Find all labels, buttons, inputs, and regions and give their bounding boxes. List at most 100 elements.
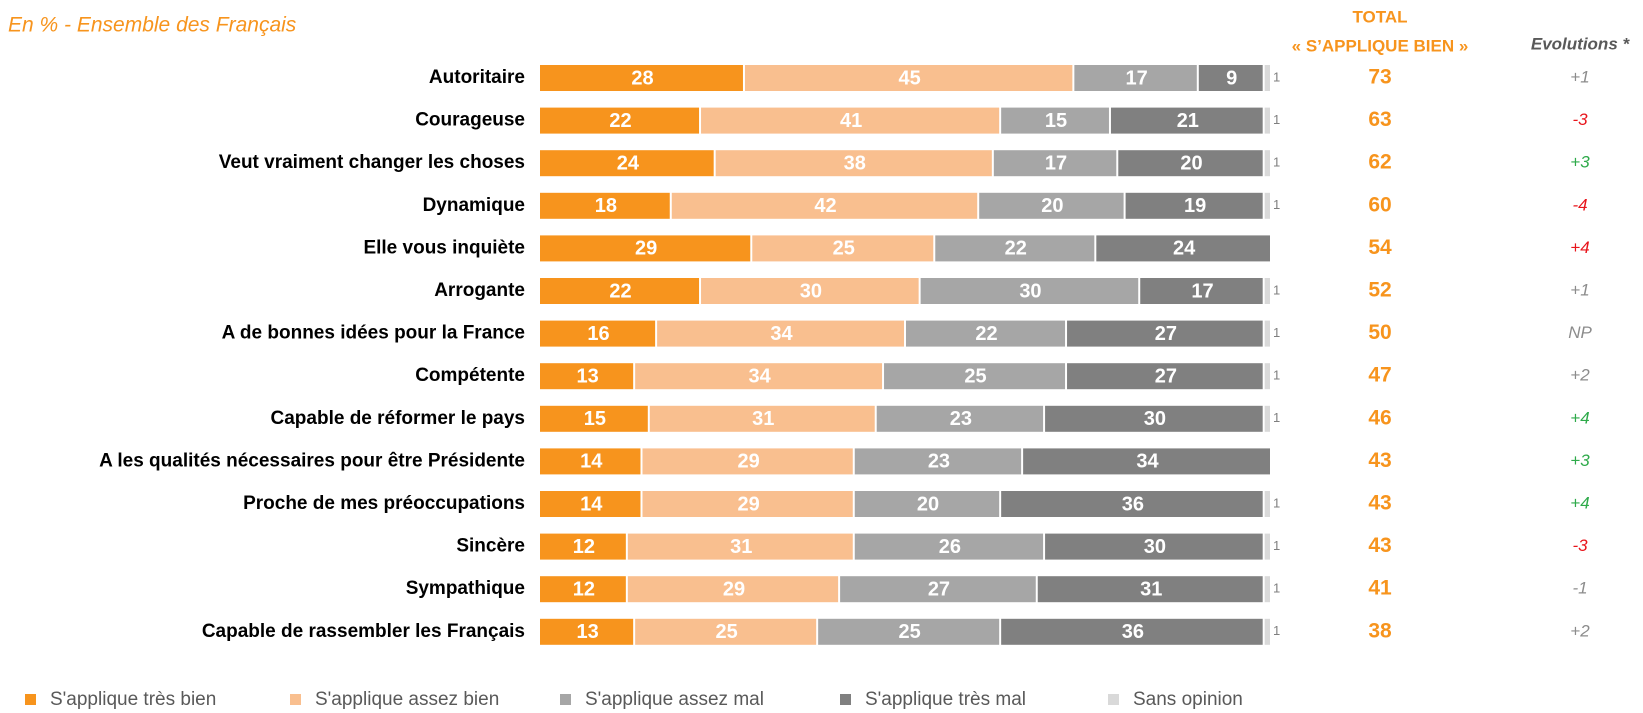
value-label: 25 [833,238,855,260]
total-value: 43 [1368,534,1391,557]
value-label: 22 [975,323,997,345]
evolution-value: +2 [1570,366,1590,385]
value-label: 29 [737,493,759,515]
value-label: 1 [1273,623,1280,638]
category-label: A de bonnes idées pour la France [222,323,525,344]
value-label: 1 [1273,581,1280,596]
bar-segment [876,405,1044,432]
bar-segment [540,576,626,603]
bar-segment [540,65,743,91]
value-label: 30 [1144,536,1166,558]
evolution-value: -3 [1572,536,1588,555]
bar-segment [627,576,839,603]
value-label: 17 [1191,280,1213,302]
value-label: 34 [1136,451,1159,473]
evolution-value: +1 [1570,280,1589,299]
legend-swatch [290,694,301,705]
total-value: 63 [1368,108,1391,131]
value-label: 25 [899,621,921,643]
evolution-value: -4 [1572,195,1587,214]
category-label: Courageuse [415,110,525,131]
subtitle: En % - Ensemble des Français [8,14,297,37]
bar-segment [993,150,1117,177]
category-label: Dynamique [423,195,525,216]
bar-segment [1001,107,1109,134]
value-label: 9 [1226,67,1237,89]
value-label: 22 [609,110,631,132]
legend-label: Sans opinion [1133,689,1243,710]
evolution-value: -3 [1572,110,1588,129]
total-subheader: « S’APPLIQUE BIEN » [1292,36,1469,55]
bar-segment [635,618,817,645]
value-label: 23 [928,451,950,473]
bar-segment [752,235,934,262]
legend-label: S'applique très bien [50,689,216,710]
total-value: 50 [1368,321,1391,344]
bar-segment [1198,65,1263,91]
category-label: Proche de mes préoccupations [243,493,525,514]
evolution-value: +1 [1570,67,1589,86]
value-label: 19 [1184,195,1206,217]
legend-label: S'applique assez bien [315,689,499,710]
value-label: 13 [576,365,598,387]
value-label: 1 [1273,282,1280,297]
legend-swatch [25,694,36,705]
total-value: 43 [1368,449,1391,472]
bar-segment [1264,65,1270,91]
bar-segment [1264,576,1270,603]
bar-segment [1001,618,1263,645]
value-label: 1 [1273,197,1280,212]
value-label: 31 [1140,578,1162,600]
bar-segment [854,448,1022,475]
bar-segment [715,150,992,177]
value-label: 1 [1273,495,1280,510]
category-label: Veut vraiment changer les choses [219,152,525,173]
value-label: 31 [752,408,774,430]
value-label: 29 [635,238,657,260]
bar-segment [1264,405,1270,432]
category-label: A les qualités nécessaires pour être Pré… [99,450,525,471]
value-label: 1 [1273,368,1280,383]
value-label: 21 [1177,110,1199,132]
bar-segment [920,278,1139,304]
value-label: 25 [716,621,738,643]
value-label: 17 [1045,152,1067,174]
value-label: 24 [1173,238,1196,260]
bar-segment [1264,107,1270,134]
evolution-value: NP [1568,323,1592,342]
value-label: 15 [1045,110,1067,132]
bar-segment [1125,192,1263,219]
bar-segment [1045,405,1263,432]
bar-segment [744,65,1073,91]
category-label: Sympathique [406,578,525,599]
legend-swatch [1108,694,1119,705]
value-label: 1 [1273,112,1280,127]
bar-segment [657,320,904,347]
category-label: Compétente [415,365,525,386]
bar-segment [701,107,1000,134]
bar-segment [1264,533,1270,560]
bar-segment [1264,618,1270,645]
value-label: 14 [580,451,603,473]
total-value: 73 [1368,66,1391,89]
bar-segment [854,533,1044,560]
category-label: Elle vous inquiète [363,237,525,258]
value-label: 1 [1273,538,1280,553]
category-label: Capable de rassembler les Français [202,621,525,642]
bar-segment [1045,533,1263,560]
bar-segment [540,448,641,475]
value-label: 30 [800,280,822,302]
evolution-value: +4 [1570,238,1589,257]
bar-segment [627,533,853,560]
evolution-value: +4 [1570,493,1589,512]
value-label: 23 [950,408,972,430]
category-label: Sincère [456,536,525,557]
bar-segment [642,491,853,517]
bar-segment [540,235,751,262]
evolution-value: -1 [1572,579,1587,598]
value-label: 34 [748,365,771,387]
bar-segment [1264,491,1270,517]
bar-segment [979,192,1124,219]
bar-segment [935,235,1095,262]
